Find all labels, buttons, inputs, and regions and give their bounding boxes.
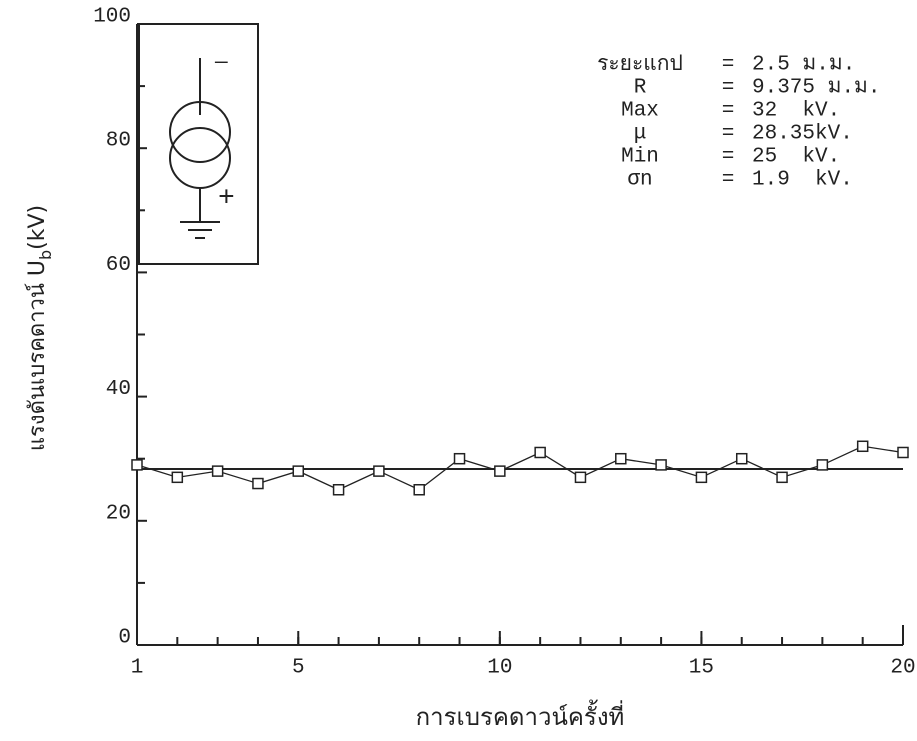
y-tick-label: 20	[106, 502, 131, 525]
annotation: 2.5 ม.ม.	[752, 54, 855, 77]
x-tick-label: 10	[487, 657, 512, 680]
marker	[252, 477, 264, 490]
inset-frame	[138, 23, 259, 265]
annotation: Min	[621, 146, 659, 169]
annotation: =	[722, 169, 735, 192]
annotation: σn	[627, 169, 652, 192]
y-label-sub: b	[36, 250, 55, 260]
y-tick-label: 0	[118, 627, 131, 650]
x-axis-label: การเบรคดาวน์ครั้งที่	[416, 699, 625, 731]
annotation: =	[722, 77, 735, 100]
marker	[856, 440, 869, 453]
annotation: 25 kV.	[752, 146, 840, 169]
marker	[292, 465, 305, 477]
annotation: 9.375 ม.ม.	[752, 77, 881, 100]
marker	[655, 459, 667, 471]
marker	[211, 465, 224, 477]
y-label-unit: (kV)	[25, 205, 50, 250]
marker	[131, 459, 143, 471]
annotation: =	[722, 123, 735, 146]
inset-diagram: — +	[138, 23, 259, 265]
annotation: R	[634, 77, 647, 100]
annotation: Max	[621, 100, 659, 123]
marker	[534, 446, 546, 459]
x-tick-label: 15	[689, 657, 714, 680]
y-tick-label: 100	[93, 6, 131, 29]
marker	[735, 452, 748, 465]
marker	[695, 471, 708, 484]
y-tick-label: 40	[106, 378, 131, 401]
annotation: μ	[634, 123, 647, 146]
y-tick-label: 80	[106, 130, 131, 153]
marker	[574, 471, 587, 484]
annotation: 1.9 kV.	[752, 169, 853, 192]
annotation: =	[722, 146, 735, 169]
annotation: 28.35kV.	[752, 123, 853, 146]
y-label-main: แรงดันเบรคดาวน์ U	[25, 260, 50, 451]
annotation: ระยะแกป	[597, 51, 683, 75]
y-axis-label: แรงดันเบรคดาวน์ Ub(kV)	[25, 170, 55, 500]
x-tick-label: 5	[292, 657, 305, 680]
marker	[413, 484, 425, 496]
marker	[332, 484, 345, 496]
y-axis-label-text: แรงดันเบรคดาวน์ Ub(kV)	[25, 170, 55, 500]
marker	[897, 446, 909, 459]
y-tick-label: 60	[106, 254, 131, 277]
x-tick-label: 20	[890, 657, 915, 680]
inset-coil	[169, 127, 231, 189]
x-tick-label: 1	[131, 657, 144, 680]
inset-minus: —	[214, 52, 228, 75]
annotation: =	[722, 100, 735, 123]
marker	[171, 471, 184, 484]
annotation: 32 kV.	[752, 100, 840, 123]
marker	[816, 459, 829, 471]
marker	[453, 452, 466, 465]
series-line	[136, 445, 904, 491]
marker	[776, 471, 788, 484]
marker	[615, 452, 627, 465]
marker	[373, 465, 385, 477]
inset-plus: +	[218, 183, 235, 214]
marker	[494, 465, 506, 477]
annotation: =	[722, 54, 735, 77]
inset-coil	[169, 101, 231, 163]
